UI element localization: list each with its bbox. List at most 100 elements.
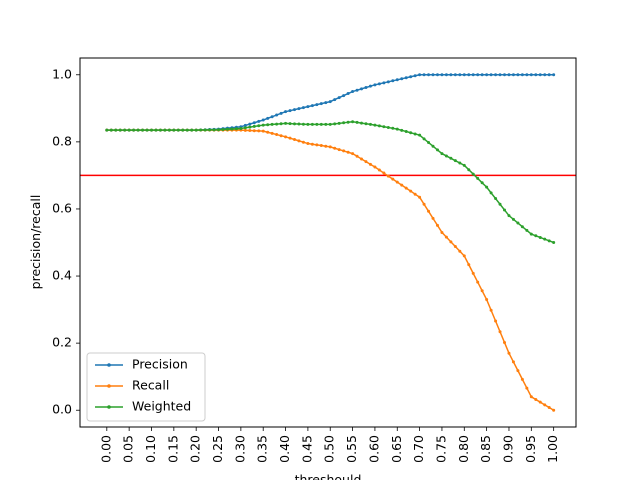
data-point-precision [368, 84, 372, 88]
data-point-precision [449, 73, 453, 77]
data-point-weighted [150, 128, 153, 132]
data-point-weighted [266, 123, 270, 127]
data-point-recall [485, 298, 489, 302]
data-point-precision [377, 82, 381, 86]
data-point-weighted [158, 128, 162, 132]
y-tick-label: 1.0 [52, 66, 72, 81]
data-point-weighted [520, 225, 524, 229]
data-point-recall [315, 143, 319, 147]
data-point-precision [489, 73, 493, 77]
data-point-precision [458, 73, 462, 77]
data-point-recall [310, 142, 314, 146]
data-point-weighted [395, 127, 399, 131]
data-point-weighted [427, 141, 431, 145]
x-tick-label: 0.75 [433, 435, 448, 463]
data-point-precision [507, 73, 511, 77]
data-point-precision [284, 110, 288, 114]
data-point-weighted [462, 163, 466, 167]
x-tick-label: 0.25 [210, 435, 225, 463]
data-point-recall [368, 162, 372, 166]
data-point-precision [306, 105, 310, 109]
data-point-precision [266, 116, 270, 120]
data-point-weighted [310, 122, 314, 126]
x-tick-label: 0.95 [523, 435, 538, 463]
data-point-recall [547, 406, 551, 410]
data-point-recall [453, 245, 457, 249]
data-point-weighted [498, 202, 502, 206]
data-point-weighted [453, 159, 457, 163]
data-point-weighted [167, 128, 171, 132]
data-point-precision [279, 111, 283, 115]
legend-label-precision: Precision [132, 357, 188, 372]
data-point-precision [351, 90, 355, 94]
data-point-recall [494, 319, 498, 323]
data-point-weighted [319, 122, 323, 126]
y-tick-label: 0.4 [52, 268, 72, 283]
data-point-precision [431, 73, 435, 77]
data-point-precision [270, 115, 274, 119]
data-point-weighted [270, 122, 274, 126]
data-point-weighted [525, 228, 529, 232]
data-point-precision [494, 73, 498, 77]
data-point-precision [462, 73, 466, 77]
data-point-weighted [127, 128, 131, 132]
data-point-weighted [391, 126, 395, 130]
data-point-weighted [243, 126, 247, 130]
data-point-recall [248, 129, 252, 133]
data-point-weighted [552, 241, 556, 244]
data-point-weighted [279, 122, 283, 126]
data-point-weighted [328, 122, 332, 126]
y-axis-title: precision/recall [28, 195, 43, 290]
data-point-weighted [301, 122, 305, 126]
data-point-precision [534, 73, 538, 77]
data-point-weighted [511, 217, 515, 221]
data-point-precision [364, 86, 368, 90]
data-point-weighted [105, 128, 109, 132]
data-point-recall [525, 386, 529, 390]
data-point-precision [297, 107, 301, 111]
data-point-recall [257, 129, 261, 133]
data-point-recall [333, 146, 337, 150]
data-point-precision [471, 73, 475, 77]
data-point-precision [391, 79, 395, 83]
data-point-weighted [248, 125, 252, 129]
data-point-weighted [529, 232, 533, 236]
data-point-precision [427, 73, 431, 77]
data-point-recall [462, 254, 466, 258]
legend-marker-recall [107, 384, 111, 388]
data-point-recall [409, 189, 413, 193]
legend-label-weighted: Weighted [132, 399, 191, 414]
data-point-recall [292, 138, 296, 142]
data-point-weighted [337, 121, 341, 125]
data-point-recall [444, 235, 448, 239]
x-tick-label: 0.85 [478, 435, 493, 463]
data-point-recall [435, 223, 439, 227]
data-point-recall [458, 249, 462, 253]
data-point-precision [310, 104, 314, 108]
x-tick-label: 0.60 [366, 435, 381, 463]
data-point-precision [319, 102, 323, 106]
data-point-precision [552, 73, 556, 77]
data-point-precision [288, 109, 292, 113]
data-point-recall [261, 129, 265, 133]
data-point-weighted [373, 123, 377, 127]
x-tick-label: 0.10 [143, 435, 158, 463]
data-point-weighted [230, 127, 234, 131]
data-point-weighted [543, 237, 547, 241]
data-point-precision [252, 121, 256, 125]
x-axis-title: threshould [295, 472, 362, 480]
data-point-weighted [288, 122, 292, 126]
data-point-weighted [364, 122, 368, 126]
data-point-weighted [239, 126, 243, 130]
data-point-recall [489, 308, 493, 312]
data-point-recall [480, 289, 484, 293]
data-point-precision [373, 83, 377, 87]
data-point-precision [503, 73, 506, 77]
legend-marker-precision [107, 363, 111, 367]
data-point-precision [543, 73, 547, 77]
data-point-precision [511, 73, 515, 77]
data-point-precision [346, 92, 350, 96]
data-point-precision [382, 81, 386, 85]
x-tick-label: 0.15 [165, 435, 180, 463]
data-point-weighted [203, 128, 207, 132]
